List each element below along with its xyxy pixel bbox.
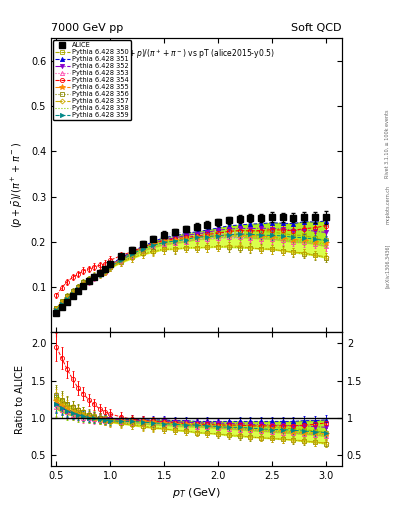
- Text: Rivet 3.1.10, ≥ 100k events: Rivet 3.1.10, ≥ 100k events: [385, 109, 390, 178]
- Text: mcplots.cern.ch: mcplots.cern.ch: [385, 185, 390, 224]
- Legend: ALICE, Pythia 6.428 350, Pythia 6.428 351, Pythia 6.428 352, Pythia 6.428 353, P: ALICE, Pythia 6.428 350, Pythia 6.428 35…: [53, 40, 131, 120]
- Text: ALICE_2015_I1357424: ALICE_2015_I1357424: [160, 231, 245, 240]
- X-axis label: $p_T$ (GeV): $p_T$ (GeV): [172, 486, 221, 500]
- Y-axis label: $(p + \bar{p})/(\pi^+ + \pi^-)$: $(p + \bar{p})/(\pi^+ + \pi^-)$: [10, 142, 25, 228]
- Text: Soft QCD: Soft QCD: [292, 23, 342, 33]
- Text: 7000 GeV pp: 7000 GeV pp: [51, 23, 123, 33]
- Y-axis label: Ratio to ALICE: Ratio to ALICE: [15, 365, 25, 434]
- Text: [arXiv:1306.3436]: [arXiv:1306.3436]: [385, 244, 390, 288]
- Text: $(\bar{p}+p)/(\pi^++\pi^-)$ vs pT (alice2015-y0.5): $(\bar{p}+p)/(\pi^++\pi^-)$ vs pT (alice…: [119, 47, 274, 61]
